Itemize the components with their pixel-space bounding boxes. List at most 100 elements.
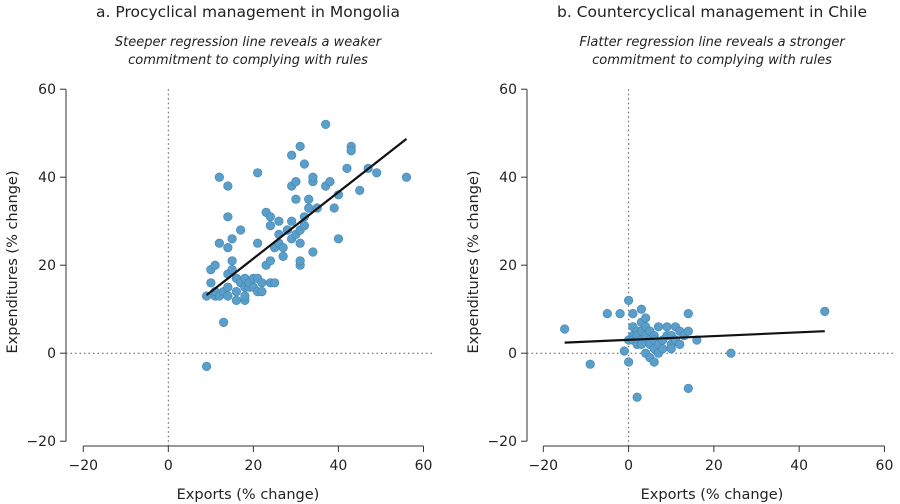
panel-b-data-point bbox=[675, 339, 685, 350]
panel-a-data-point bbox=[236, 225, 246, 235]
panel-a-data-point bbox=[308, 247, 318, 257]
panel-a-data-point bbox=[270, 278, 280, 288]
panel-a-y-tick-label: −20 bbox=[26, 434, 56, 450]
panel-b-data-point bbox=[628, 309, 638, 319]
panel-a-data-point bbox=[325, 177, 335, 187]
panel-b-regression-line bbox=[564, 330, 825, 344]
panel-a-data-point bbox=[321, 119, 331, 129]
panel-a-data-point bbox=[401, 172, 412, 182]
panel-a-data-point bbox=[265, 256, 275, 266]
panel-a-y-tick-label: 0 bbox=[47, 346, 56, 362]
panel-a-data-point bbox=[308, 172, 318, 182]
panel-a-data-point bbox=[257, 278, 267, 288]
panel-a-x-tick-label: 60 bbox=[415, 458, 433, 474]
panel-b-data-point bbox=[619, 346, 629, 356]
panel-a-data-point bbox=[231, 295, 241, 306]
panel-a-data-point bbox=[223, 212, 233, 222]
panel-a-data-point bbox=[278, 251, 288, 261]
panel-a-x-tick-label: 20 bbox=[244, 458, 262, 474]
panel-a-data-point bbox=[206, 278, 216, 288]
panel-b-data-point bbox=[615, 309, 625, 319]
panel-a-data-point bbox=[214, 172, 224, 182]
panel-b-data-point bbox=[683, 309, 693, 319]
panel-a-data-point bbox=[257, 287, 267, 297]
panel-a-data-point bbox=[223, 181, 233, 191]
panel-b-data-point bbox=[820, 306, 830, 317]
panel-b-x-tick-label: 0 bbox=[624, 458, 633, 474]
panel-b-data-point bbox=[641, 313, 651, 323]
panel-a-data-point bbox=[295, 141, 305, 151]
panel-a-data-point bbox=[287, 216, 297, 226]
panel-b-data-point bbox=[666, 344, 676, 354]
panel-a-data-point bbox=[355, 185, 365, 195]
panel-a-x-axis-label: Exports (% change) bbox=[177, 487, 320, 503]
panel-a-data-point bbox=[333, 234, 344, 244]
panel-b-title: b. Countercyclical management in Chile bbox=[557, 3, 867, 21]
panel-b-data-point bbox=[636, 339, 647, 350]
panel-b-x-tick-label: 60 bbox=[876, 458, 894, 474]
panel-b-x-tick-label: 20 bbox=[705, 458, 723, 474]
panel-a-y-tick-label: 40 bbox=[38, 170, 56, 186]
panel-b-y-tick-label: 20 bbox=[499, 258, 517, 274]
panel-a-data-point bbox=[342, 163, 352, 173]
panel-a-x-tick-label: −20 bbox=[68, 458, 98, 474]
panel-b-data-point bbox=[649, 357, 659, 367]
panel-a-subtitle-line-2: commitment to complying with rules bbox=[128, 53, 368, 68]
panel-b-subtitle-line-2: commitment to complying with rules bbox=[592, 53, 832, 68]
panel-a-data-point bbox=[253, 238, 263, 248]
panel-a-data-point bbox=[219, 317, 229, 328]
panel-b-y-axis-label: Expenditures (% change) bbox=[466, 171, 482, 354]
panel-a-subtitle-line-1: Steeper regression line reveals a weaker bbox=[115, 35, 383, 50]
panel-a-data-point bbox=[299, 159, 310, 169]
panel-a-data-point bbox=[210, 260, 220, 270]
panel-b-data-point bbox=[624, 357, 634, 367]
panel-a-data-point bbox=[265, 212, 275, 222]
panel-a-data-point bbox=[291, 194, 301, 204]
panel-a-data-point bbox=[227, 256, 237, 266]
panel-b-data-point bbox=[662, 322, 672, 332]
panel-a-data-point bbox=[223, 291, 233, 301]
panel-b-x-tick-label: −20 bbox=[529, 458, 559, 474]
panel-a-data-point bbox=[291, 177, 301, 187]
panel-a-data-point bbox=[295, 256, 305, 266]
panel-a-data-point bbox=[274, 216, 284, 226]
panel-a-data-point bbox=[329, 203, 339, 213]
panel-a-data-point bbox=[299, 221, 310, 231]
panel-b-data-point bbox=[624, 295, 634, 306]
panel-b-data-point bbox=[653, 322, 664, 332]
panel-a-data-point bbox=[278, 243, 288, 253]
panel-b-y-tick-label: −20 bbox=[487, 434, 517, 450]
panel-a-x-tick-label: 0 bbox=[164, 458, 173, 474]
panel-b-data-point bbox=[632, 392, 642, 402]
panel-a-data-point bbox=[223, 243, 233, 253]
panel-b-x-tick-label: 40 bbox=[790, 458, 808, 474]
panel-b-data-point bbox=[658, 344, 668, 354]
panel-a-y-axis-label: Expenditures (% change) bbox=[5, 171, 21, 354]
panel-b-y-tick-label: 0 bbox=[508, 346, 517, 362]
panel-a-data-point bbox=[253, 168, 263, 178]
panel-b-data-point bbox=[560, 324, 570, 334]
panel-a-data-point bbox=[287, 150, 297, 160]
panel-b-subtitle-line-1: Flatter regression line reveals a strong… bbox=[579, 35, 846, 50]
panel-a-data-point bbox=[201, 361, 212, 372]
panel-b-data-point bbox=[585, 359, 595, 369]
panel-a-data-point bbox=[346, 146, 356, 156]
panel-b-y-tick-label: 60 bbox=[499, 82, 517, 98]
panel-a-y-tick-label: 20 bbox=[38, 258, 56, 274]
panel-chile: b. Countercyclical management in Chile F… bbox=[466, 3, 895, 503]
panel-mongolia: a. Procyclical management in Mongolia St… bbox=[5, 3, 434, 503]
panel-a-regression-line bbox=[205, 138, 408, 296]
panel-a-data-point bbox=[231, 287, 241, 297]
panel-a-title: a. Procyclical management in Mongolia bbox=[96, 3, 400, 21]
panel-a-y-tick-label: 60 bbox=[38, 82, 56, 98]
panel-a-data-point bbox=[265, 221, 275, 231]
panel-b-y-tick-label: 40 bbox=[499, 170, 517, 186]
panel-b-data-point bbox=[636, 304, 647, 314]
panel-a-data-point bbox=[214, 238, 224, 248]
panel-a-data-point bbox=[295, 238, 305, 248]
panel-b-data-point bbox=[683, 383, 693, 394]
panel-a-data-point bbox=[304, 194, 314, 204]
panel-a-data-point bbox=[304, 203, 314, 213]
